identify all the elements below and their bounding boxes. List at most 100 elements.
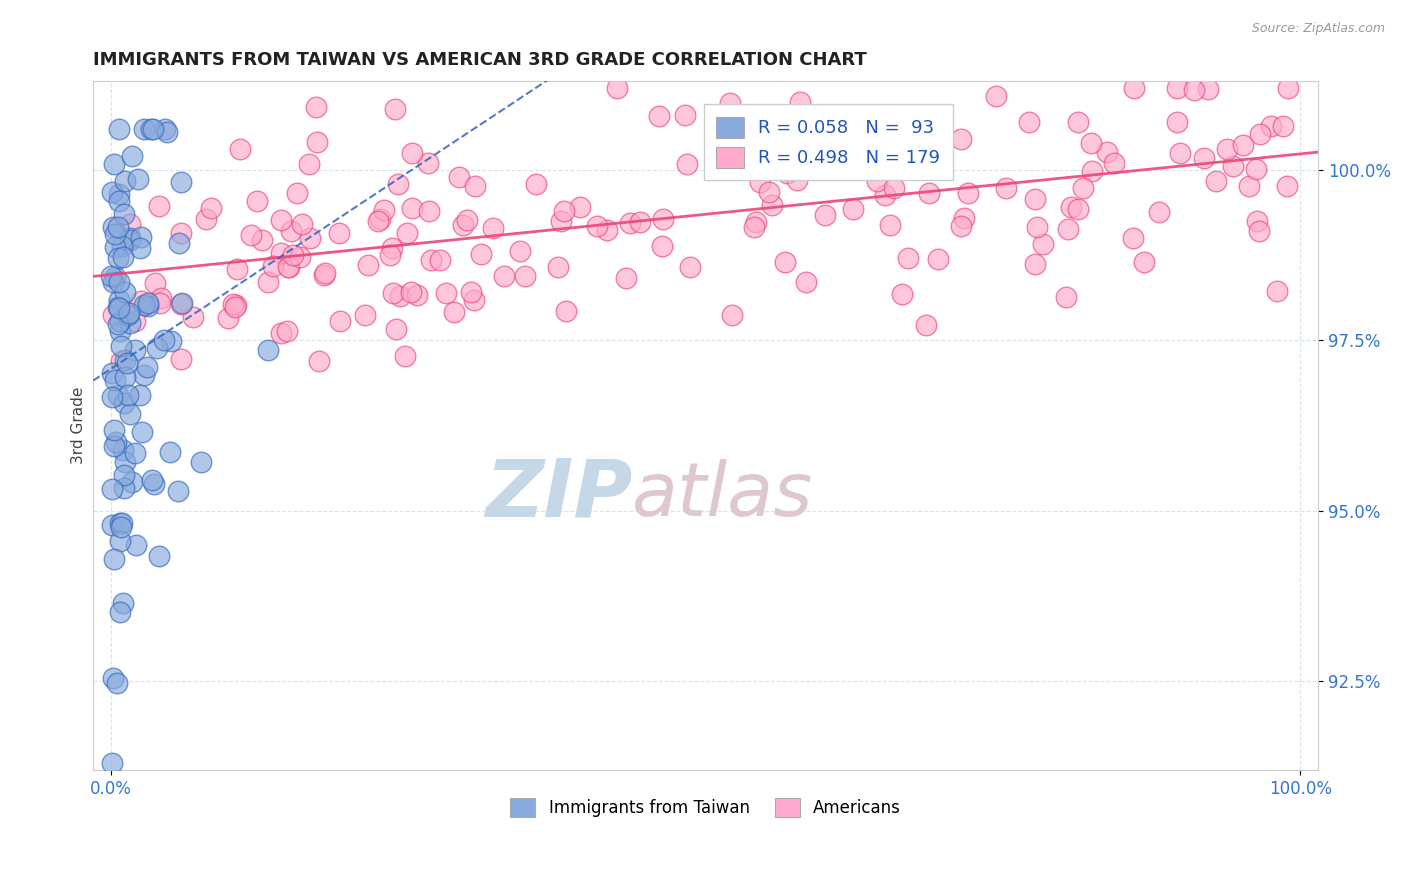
Point bbox=[721, 308, 744, 322]
Point bbox=[420, 252, 443, 267]
Legend: Immigrants from Taiwan, Americans: Immigrants from Taiwan, Americans bbox=[503, 791, 908, 823]
Point bbox=[464, 179, 486, 194]
Point bbox=[890, 286, 912, 301]
Point bbox=[1265, 284, 1288, 298]
Point bbox=[818, 145, 841, 159]
Point bbox=[773, 255, 796, 269]
Point bbox=[108, 314, 131, 328]
Point bbox=[875, 188, 897, 202]
Point bbox=[927, 252, 949, 266]
Point bbox=[107, 301, 129, 315]
Point bbox=[418, 203, 440, 218]
Point bbox=[463, 293, 485, 308]
Point bbox=[239, 227, 262, 242]
Point bbox=[394, 349, 416, 363]
Point bbox=[707, 134, 730, 148]
Point bbox=[482, 220, 505, 235]
Point bbox=[262, 259, 284, 273]
Point bbox=[101, 366, 124, 380]
Point bbox=[146, 341, 169, 355]
Point bbox=[124, 445, 146, 459]
Point bbox=[222, 296, 245, 310]
Point bbox=[114, 285, 136, 299]
Point bbox=[387, 177, 409, 191]
Point bbox=[758, 185, 780, 199]
Point bbox=[761, 198, 783, 212]
Point bbox=[118, 407, 141, 421]
Point bbox=[1170, 146, 1192, 161]
Point bbox=[984, 88, 1007, 103]
Point bbox=[101, 756, 124, 771]
Point bbox=[132, 298, 155, 312]
Point bbox=[103, 157, 125, 171]
Point bbox=[304, 100, 326, 114]
Point bbox=[107, 219, 129, 234]
Point bbox=[118, 231, 141, 245]
Point bbox=[453, 218, 475, 232]
Point bbox=[101, 671, 124, 685]
Point bbox=[1071, 180, 1094, 194]
Point bbox=[1271, 120, 1294, 134]
Point bbox=[169, 235, 191, 250]
Point bbox=[114, 352, 136, 367]
Point bbox=[278, 260, 301, 275]
Point bbox=[883, 181, 905, 195]
Point bbox=[283, 248, 305, 262]
Point bbox=[110, 520, 132, 534]
Point bbox=[143, 477, 166, 491]
Point bbox=[170, 297, 193, 311]
Point bbox=[149, 296, 172, 310]
Point bbox=[1197, 82, 1219, 96]
Point bbox=[1246, 162, 1268, 177]
Point bbox=[748, 175, 770, 189]
Point bbox=[118, 306, 141, 320]
Point bbox=[679, 260, 702, 274]
Point bbox=[252, 233, 274, 247]
Point bbox=[373, 202, 395, 217]
Point bbox=[449, 169, 471, 184]
Point bbox=[143, 276, 166, 290]
Text: ZIP: ZIP bbox=[485, 456, 633, 533]
Point bbox=[794, 275, 817, 289]
Point bbox=[949, 219, 972, 233]
Point bbox=[159, 445, 181, 459]
Point bbox=[515, 269, 537, 284]
Point bbox=[277, 260, 299, 275]
Point bbox=[931, 138, 953, 153]
Point bbox=[553, 204, 575, 219]
Point bbox=[367, 214, 389, 228]
Point bbox=[456, 212, 478, 227]
Point bbox=[1081, 164, 1104, 178]
Point bbox=[395, 227, 418, 241]
Point bbox=[121, 149, 143, 163]
Point bbox=[1122, 231, 1144, 245]
Point bbox=[129, 240, 152, 254]
Point bbox=[416, 156, 439, 170]
Point bbox=[429, 253, 451, 268]
Point bbox=[156, 126, 179, 140]
Point bbox=[111, 239, 134, 253]
Point bbox=[226, 261, 249, 276]
Point bbox=[101, 482, 124, 496]
Point bbox=[1260, 119, 1282, 133]
Point bbox=[470, 246, 492, 260]
Point bbox=[866, 132, 889, 146]
Point bbox=[276, 324, 298, 338]
Point bbox=[742, 219, 765, 234]
Point bbox=[1166, 81, 1188, 95]
Point bbox=[170, 175, 193, 189]
Point bbox=[101, 517, 124, 532]
Point bbox=[217, 310, 239, 325]
Point bbox=[384, 102, 406, 116]
Point bbox=[136, 296, 159, 310]
Point bbox=[357, 258, 380, 272]
Point bbox=[586, 219, 609, 233]
Point bbox=[918, 186, 941, 200]
Point bbox=[814, 208, 837, 222]
Point bbox=[107, 388, 129, 402]
Point bbox=[897, 251, 920, 265]
Point bbox=[879, 218, 901, 232]
Point bbox=[842, 202, 865, 216]
Point bbox=[606, 81, 628, 95]
Point bbox=[524, 177, 547, 191]
